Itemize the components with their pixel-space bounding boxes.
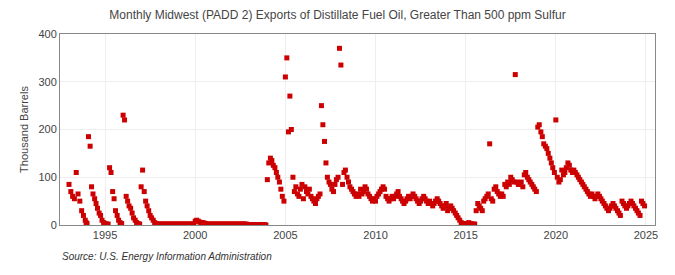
svg-text:Monthly Midwest (PADD 2) Expor: Monthly Midwest (PADD 2) Exports of Dist…	[109, 8, 565, 22]
svg-text:2010: 2010	[363, 229, 387, 241]
svg-text:2000: 2000	[183, 229, 207, 241]
svg-text:Thousand Barrels: Thousand Barrels	[18, 86, 30, 173]
svg-text:1995: 1995	[93, 229, 117, 241]
svg-text:0: 0	[51, 219, 57, 231]
svg-text:2025: 2025	[634, 229, 658, 241]
svg-text:100: 100	[38, 171, 56, 183]
svg-text:300: 300	[38, 76, 56, 88]
svg-text:2005: 2005	[273, 229, 297, 241]
svg-text:400: 400	[38, 28, 56, 40]
svg-text:Source: U.S. Energy Informatio: Source: U.S. Energy Information Administ…	[62, 251, 272, 262]
svg-text:2015: 2015	[453, 229, 477, 241]
svg-text:200: 200	[38, 123, 56, 135]
svg-text:2020: 2020	[544, 229, 568, 241]
